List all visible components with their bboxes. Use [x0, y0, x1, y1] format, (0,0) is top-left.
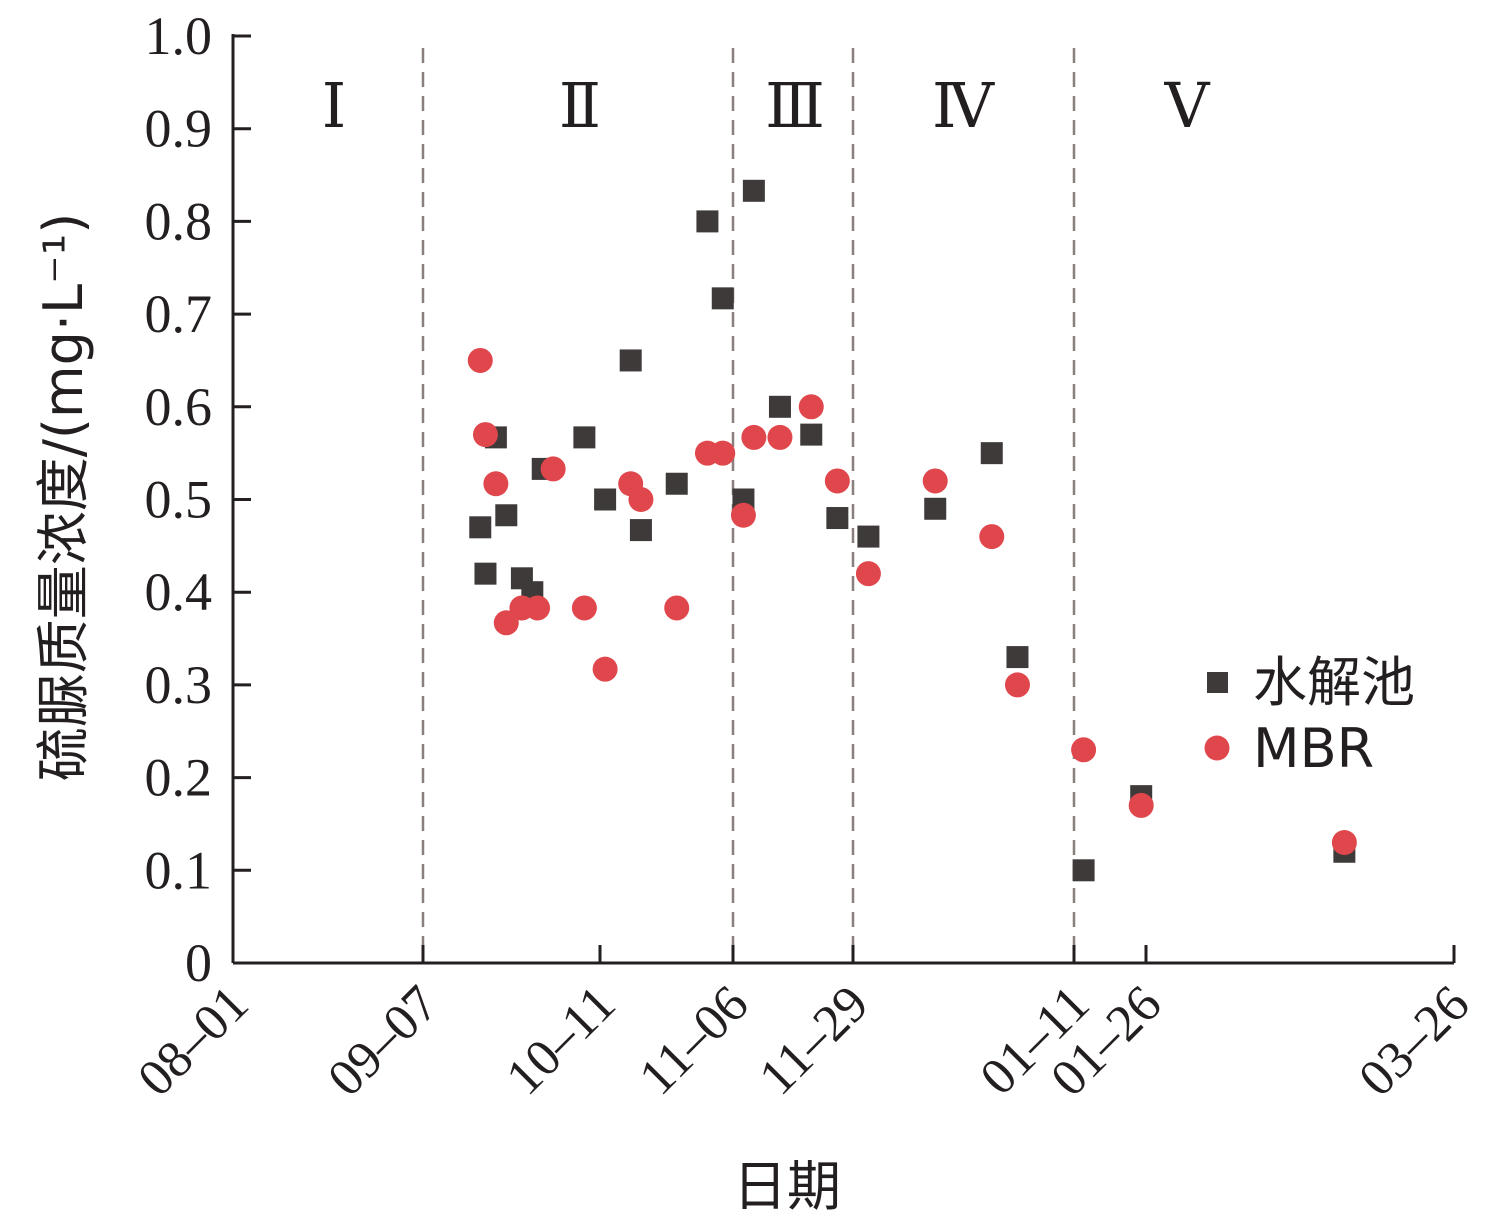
- data-marks: [467, 179, 1357, 882]
- data-point-circle: [467, 347, 493, 373]
- data-point-circle: [493, 610, 519, 636]
- data-point-circle: [1331, 829, 1357, 855]
- phase-label: Ⅳ: [932, 73, 995, 141]
- x-tick-label: 08–01: [127, 975, 259, 1107]
- data-point-square: [800, 423, 823, 446]
- data-point-circle: [824, 468, 850, 494]
- legend-label: MBR: [1253, 717, 1374, 780]
- y-tick-label: 0.6: [145, 377, 213, 437]
- y-tick-label: 0.9: [145, 99, 213, 159]
- x-tick-label: 03–26: [1348, 975, 1480, 1107]
- data-point-circle: [979, 524, 1005, 550]
- y-axis-title: 硫脲质量浓度/(mg·L⁻¹): [32, 213, 95, 782]
- data-point-square: [768, 395, 791, 418]
- data-point-circle: [798, 394, 824, 420]
- data-point-circle: [730, 502, 756, 528]
- y-tick-label: 0.1: [145, 840, 213, 900]
- phase-label: Ⅴ: [1164, 73, 1211, 141]
- data-point-square: [573, 426, 596, 449]
- data-point-circle: [1128, 792, 1154, 818]
- data-point-circle: [592, 656, 618, 682]
- data-point-square: [696, 210, 719, 233]
- legend-label: 水解池: [1253, 651, 1415, 714]
- axes: [231, 34, 1454, 965]
- phase-labels: Ⅰ Ⅱ Ⅲ Ⅳ Ⅴ: [322, 73, 1211, 141]
- data-point-square: [474, 562, 497, 585]
- x-tick-label: 11–06: [629, 975, 760, 1106]
- data-point-square: [924, 497, 947, 520]
- data-point-square: [619, 349, 642, 372]
- data-point-square: [826, 507, 849, 530]
- x-tick-label: 10–11: [496, 975, 627, 1106]
- y-tick-label: 0: [185, 933, 212, 993]
- y-tick-label: 0.4: [145, 562, 213, 622]
- data-point-circle: [710, 440, 736, 466]
- data-point-square: [629, 519, 652, 542]
- phase-label: Ⅲ: [765, 73, 825, 141]
- data-point-square: [495, 504, 518, 527]
- data-point-circle: [767, 424, 793, 450]
- x-axis-title: 日期: [733, 1155, 841, 1218]
- data-point-square: [857, 525, 880, 548]
- phase-label: Ⅱ: [559, 73, 601, 141]
- series-hydrolysis: [469, 179, 1356, 882]
- y-axis-ticks: 0 0.1 0.2 0.3 0.4 0.5 0.6 0.7 0.8 0.9 1.0: [145, 6, 251, 993]
- data-point-circle: [664, 595, 690, 621]
- series-mbr: [467, 347, 1357, 855]
- data-point-square: [980, 442, 1003, 465]
- x-tick-label: 11–29: [749, 975, 880, 1106]
- data-point-circle: [571, 595, 597, 621]
- data-point-circle: [483, 471, 509, 497]
- data-point-circle: [741, 424, 767, 450]
- data-point-circle: [472, 422, 498, 448]
- data-point-square: [742, 179, 765, 202]
- data-point-circle: [628, 487, 654, 512]
- data-point-square: [711, 287, 734, 310]
- y-tick-label: 0.8: [145, 191, 213, 251]
- data-point-circle: [540, 456, 566, 482]
- data-point-circle: [922, 468, 948, 494]
- y-tick-label: 0.5: [145, 470, 213, 530]
- x-tick-label: 09–07: [317, 975, 449, 1107]
- data-point-circle: [525, 595, 551, 621]
- y-tick-label: 0.2: [145, 748, 213, 808]
- data-point-circle: [1071, 737, 1097, 763]
- phase-label: Ⅰ: [322, 73, 347, 141]
- data-point-square: [1006, 646, 1029, 669]
- y-tick-label: 0.3: [145, 655, 213, 715]
- legend-marker-circle: [1204, 735, 1230, 761]
- y-tick-label: 0.7: [145, 284, 213, 344]
- legend-marker-square: [1207, 672, 1228, 693]
- data-point-circle: [855, 561, 881, 587]
- data-point-circle: [1004, 672, 1030, 698]
- data-point-square: [665, 472, 688, 495]
- data-point-square: [469, 516, 492, 539]
- data-point-square: [1072, 859, 1095, 882]
- y-tick-label: 1.0: [145, 6, 213, 66]
- data-point-square: [594, 488, 617, 511]
